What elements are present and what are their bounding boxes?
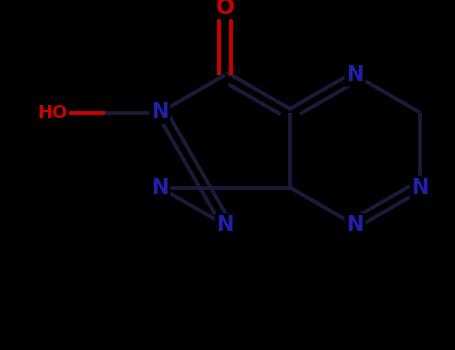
Text: N: N (411, 177, 429, 197)
Text: O: O (216, 0, 234, 18)
Text: N: N (346, 215, 364, 235)
Text: N: N (152, 103, 169, 122)
Text: N: N (216, 215, 234, 235)
Text: N: N (346, 65, 364, 85)
Text: HO: HO (37, 104, 68, 121)
Text: N: N (152, 177, 169, 197)
